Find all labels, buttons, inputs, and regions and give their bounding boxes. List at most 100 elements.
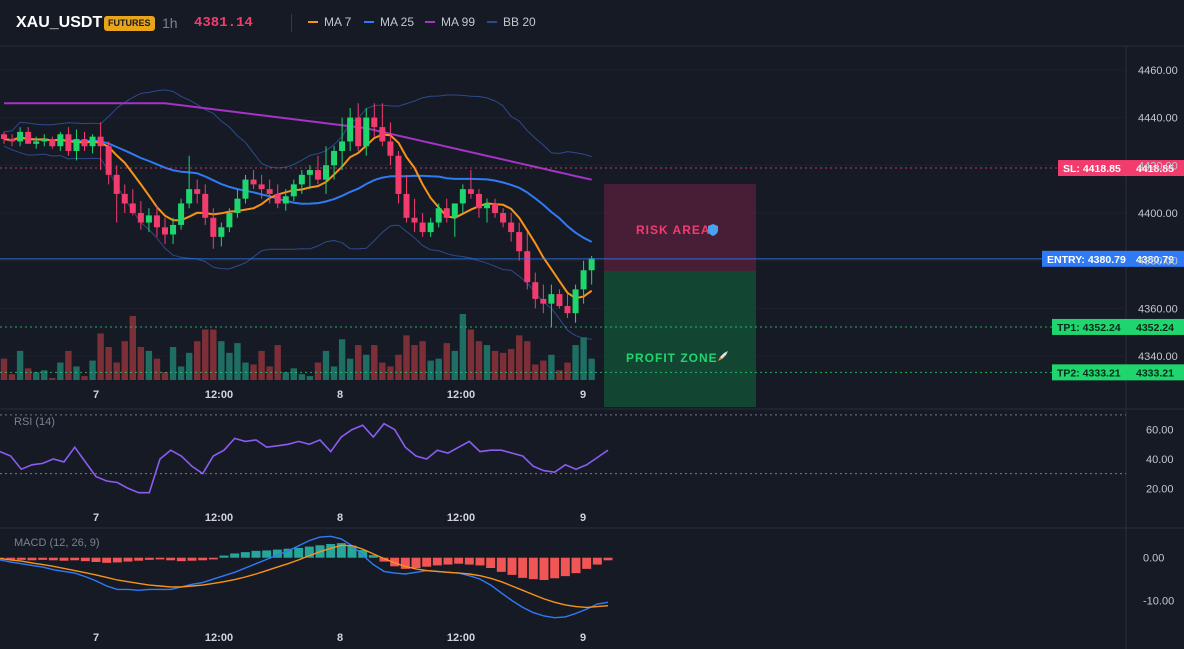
- take-profit-1-tag: [1052, 318, 1126, 335]
- candle-body: [218, 227, 225, 237]
- candle-body: [395, 155, 402, 194]
- candle: [411, 198, 418, 233]
- candle-body: [33, 141, 40, 144]
- volume-bar: [153, 358, 161, 380]
- candle-body: [556, 294, 563, 307]
- take-profit-2-axis-value: 4333.21: [1136, 367, 1174, 379]
- time-axis-main: 7 12:00 8 12:00 9: [93, 389, 586, 401]
- entry-tag-text: ENTRY: 4380.79: [1047, 254, 1126, 266]
- legend-ma99[interactable]: MA 99: [425, 15, 475, 29]
- volume-bar: [194, 341, 201, 380]
- volume-bar: [306, 376, 314, 380]
- candle-body: [419, 222, 426, 233]
- rsi-time-label: 12:00: [447, 512, 475, 524]
- macd-histogram-bar: [16, 557, 26, 560]
- candle-body: [387, 141, 394, 156]
- candle: [331, 146, 338, 180]
- candle: [41, 134, 48, 147]
- legend-ma25[interactable]: MA 25: [364, 15, 414, 29]
- candle: [97, 122, 104, 171]
- candle-body: [41, 139, 48, 142]
- volume-bar: [266, 366, 273, 380]
- volume-bar: [242, 362, 249, 380]
- price-axis[interactable]: 4418.85 4380.79 4352.24 4333.21 4340.00 4360.…: [1126, 65, 1184, 381]
- candle: [548, 284, 555, 328]
- candle-body: [290, 184, 297, 197]
- volume-bar: [411, 345, 418, 380]
- candle-body: [234, 198, 241, 213]
- bollinger-bands: [3, 89, 592, 340]
- macd-histogram-bar: [272, 549, 282, 558]
- candle-body: [129, 203, 136, 213]
- time-tick-label: 12:00: [447, 389, 475, 401]
- volume-bar: [24, 368, 32, 380]
- profit-zone[interactable]: [604, 271, 756, 407]
- legend-swatch: [308, 21, 318, 23]
- candle-body: [178, 203, 185, 225]
- macd-histogram-bar: [390, 557, 400, 567]
- candle-body: [258, 184, 265, 190]
- candles[interactable]: [1, 103, 595, 328]
- candle-body: [540, 298, 547, 304]
- volume-bar: [483, 345, 491, 380]
- macd-histogram-bar: [571, 557, 581, 574]
- rsi-line: [0, 422, 609, 494]
- macd-histogram-bar: [400, 557, 410, 569]
- candle: [73, 129, 80, 161]
- candle-body: [331, 150, 338, 166]
- candle-body: [242, 179, 249, 199]
- candle: [355, 103, 362, 151]
- macd-histogram-bar: [38, 557, 48, 560]
- legend-ma7[interactable]: MA 7: [308, 15, 351, 29]
- legend-bb20[interactable]: BB 20: [487, 15, 536, 29]
- volume-bar: [556, 370, 563, 380]
- candle: [556, 289, 563, 309]
- candle-body: [403, 193, 410, 218]
- candle-body: [97, 136, 104, 147]
- macd-histogram-bar: [304, 546, 314, 558]
- volume-bar: [564, 362, 571, 380]
- volume-bar: [540, 360, 547, 380]
- stop-loss-axis-value: 4418.85: [1136, 163, 1174, 175]
- volume-bar: [467, 329, 475, 380]
- candle: [419, 213, 426, 237]
- candle: [121, 184, 128, 213]
- candle-body: [81, 139, 88, 147]
- time-tick-label: 12:00: [205, 389, 233, 401]
- risk-area-zone[interactable]: [604, 184, 756, 271]
- timeframe-selector[interactable]: 1h: [162, 15, 178, 31]
- volume-bar: [49, 378, 56, 380]
- macd-histogram-bar: [294, 547, 304, 558]
- legend-label: MA 25: [380, 15, 415, 29]
- candle-body: [153, 215, 160, 228]
- symbol-title[interactable]: XAU_USDT: [16, 14, 103, 31]
- volume-bar: [250, 364, 257, 380]
- profit-zone-label: PROFIT ZONE: [626, 351, 718, 365]
- macd-histogram-bar: [528, 557, 538, 580]
- candle: [516, 222, 523, 261]
- price-tick-label: 4340.00: [1138, 351, 1178, 363]
- macd-histogram-bar: [219, 555, 229, 558]
- legend-swatch: [425, 21, 435, 23]
- candle: [347, 108, 354, 151]
- volume-bar: [137, 347, 145, 380]
- volume-bar: [121, 341, 128, 380]
- macd-time-label: 12:00: [205, 632, 233, 644]
- volume-bar: [491, 350, 499, 380]
- volume-bar: [475, 341, 483, 380]
- macd-title: MACD (12, 26, 9): [14, 537, 100, 549]
- macd-signal-line: [0, 544, 609, 609]
- candle: [387, 122, 394, 166]
- candle-body: [298, 174, 305, 185]
- candle-body: [371, 117, 378, 128]
- volume-bar: [218, 341, 225, 380]
- macd-histogram-bar: [379, 557, 389, 562]
- volume-bar: [387, 366, 394, 380]
- last-price: 4381.14: [194, 15, 253, 31]
- time-tick-label: 8: [337, 389, 343, 401]
- volume-bar: [81, 376, 88, 380]
- macd-tick-label: -10.00: [1143, 596, 1174, 608]
- candle: [492, 198, 499, 218]
- volume-bar: [363, 354, 370, 380]
